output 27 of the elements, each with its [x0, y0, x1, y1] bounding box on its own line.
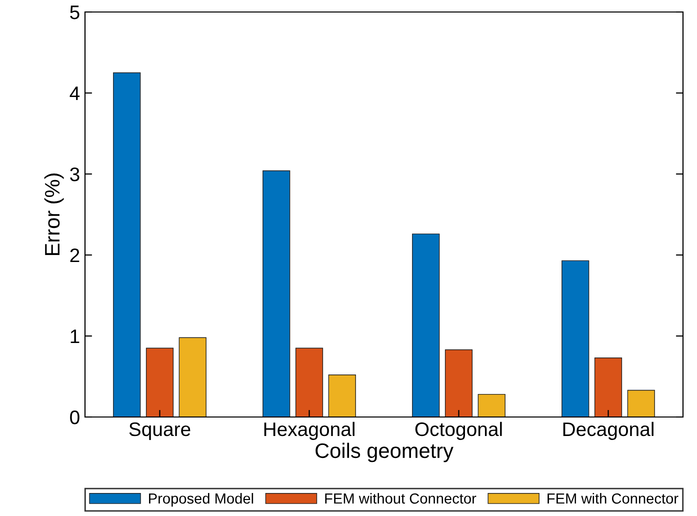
y-tick-label: 4	[70, 86, 80, 100]
bar	[113, 72, 141, 417]
bar	[594, 358, 622, 417]
legend-label: FEM without Connector	[325, 492, 476, 504]
bar	[328, 374, 356, 417]
x-tick-label: Octogonal	[415, 422, 502, 440]
legend-label: Proposed Model	[149, 492, 254, 507]
y-axis-title: Error (%)	[44, 174, 64, 256]
bar	[146, 348, 174, 417]
y-tick-label: 0	[70, 410, 80, 424]
x-axis-title: Coils geometry	[316, 442, 454, 462]
bar	[627, 390, 655, 417]
x-tick-label: Decagonal	[563, 422, 654, 440]
bar	[295, 348, 324, 417]
bar	[262, 170, 290, 417]
y-tick-label: 5	[70, 6, 80, 20]
bar	[478, 394, 506, 417]
y-tick-label: 3	[70, 167, 80, 182]
bar	[178, 337, 206, 417]
bar	[412, 234, 440, 417]
x-tick-label: Hexagonal	[264, 422, 354, 440]
y-tick-label: 2	[70, 248, 80, 262]
bar	[562, 260, 590, 417]
y-tick-label: 1	[70, 330, 80, 344]
bar	[444, 349, 473, 417]
x-tick-label: Square	[129, 422, 190, 440]
legend-label: FEM with Connector	[548, 492, 678, 504]
